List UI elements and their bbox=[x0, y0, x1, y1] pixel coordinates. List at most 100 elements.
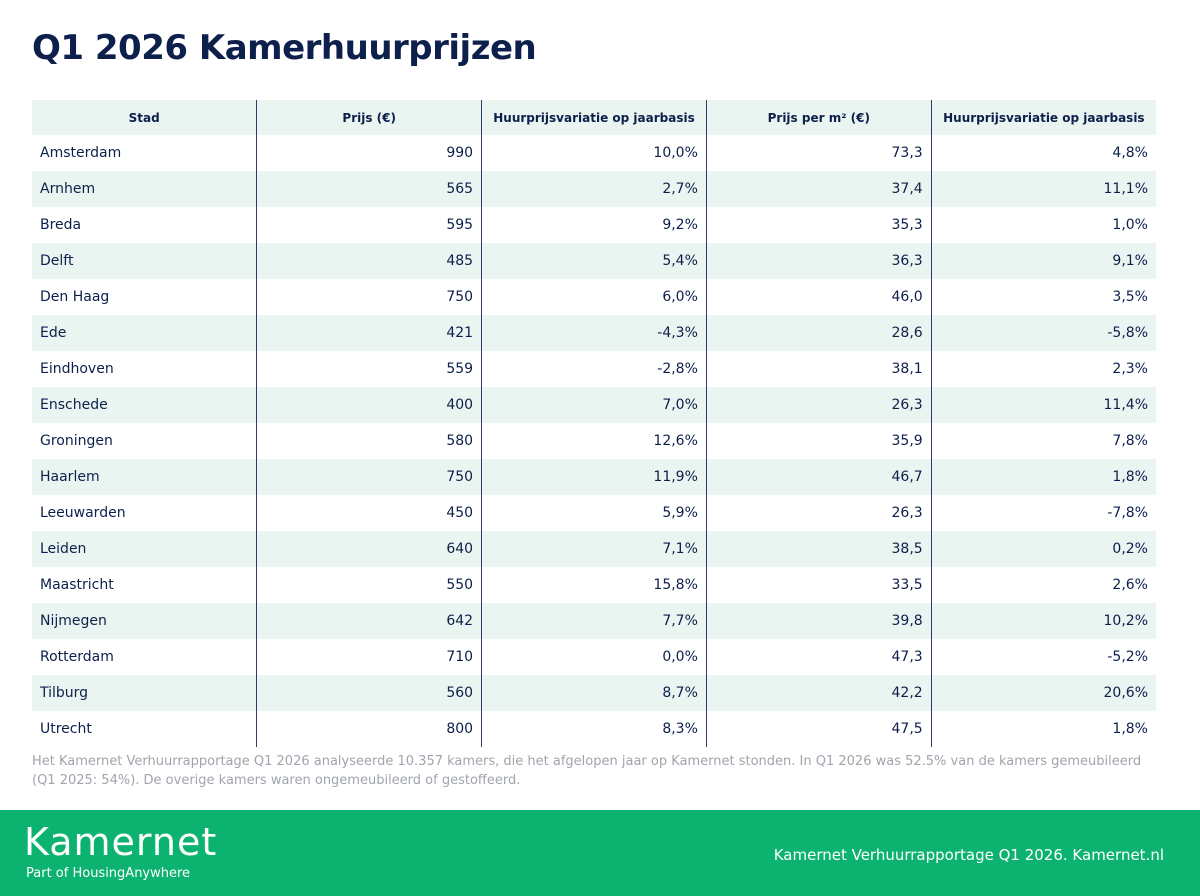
table-row: Maastricht 550 15,8% 33,5 2,6% bbox=[32, 567, 1156, 603]
value-cell: 0,0% bbox=[481, 639, 707, 675]
value-cell: 39,8 bbox=[705, 603, 932, 639]
value-cell: 6,0% bbox=[481, 279, 707, 315]
value-cell: 37,4 bbox=[705, 171, 932, 207]
table-row: Arnhem 565 2,7% 37,4 11,1% bbox=[32, 171, 1156, 207]
value-cell: 640 bbox=[256, 531, 482, 567]
value-cell: 750 bbox=[256, 459, 482, 495]
value-cell: -2,8% bbox=[481, 351, 707, 387]
value-cell: 2,7% bbox=[481, 171, 707, 207]
footer: Kamernet Part of HousingAnywhere Kamerne… bbox=[0, 810, 1200, 896]
table-row: Rotterdam 710 0,0% 47,3 -5,2% bbox=[32, 639, 1156, 675]
table-row: Haarlem 750 11,9% 46,7 1,8% bbox=[32, 459, 1156, 495]
value-cell: 559 bbox=[256, 351, 482, 387]
value-cell: 12,6% bbox=[481, 423, 707, 459]
value-cell: 35,9 bbox=[705, 423, 932, 459]
value-cell: 8,3% bbox=[481, 711, 707, 747]
value-cell: 7,8% bbox=[930, 423, 1156, 459]
city-cell: Leiden bbox=[32, 531, 257, 567]
value-cell: 800 bbox=[256, 711, 482, 747]
value-cell: 10,2% bbox=[930, 603, 1156, 639]
value-cell: 38,5 bbox=[705, 531, 932, 567]
value-cell: 11,9% bbox=[481, 459, 707, 495]
value-cell: 20,6% bbox=[930, 675, 1156, 711]
value-cell: 3,5% bbox=[930, 279, 1156, 315]
price-table: Stad Prijs (€) Huurprijsvariatie op jaarba… bbox=[32, 100, 1156, 747]
header-row: Stad Prijs (€) Huurprijsvariatie op jaarba… bbox=[32, 100, 1156, 135]
value-cell: 9,1% bbox=[930, 243, 1156, 279]
city-cell: Rotterdam bbox=[40, 649, 114, 665]
value-cell: 580 bbox=[256, 423, 482, 459]
value-cell: 28,6 bbox=[705, 315, 932, 351]
value-cell: 7,0% bbox=[481, 387, 707, 423]
value-cell: -5,8% bbox=[930, 315, 1156, 351]
value-cell: 33,5 bbox=[705, 567, 932, 603]
value-cell: 2,6% bbox=[930, 567, 1156, 603]
city-cell: Haarlem bbox=[32, 459, 257, 495]
value-cell: 990 bbox=[256, 135, 482, 171]
value-cell: 0,2% bbox=[930, 531, 1156, 567]
column-header: Huurprijsvariatie op jaarbasis bbox=[481, 100, 707, 135]
column-header: Stad bbox=[32, 100, 257, 135]
table-row: Den Haag 750 6,0% 46,0 3,5% bbox=[32, 279, 1156, 315]
table-row: Ede 421 -4,3% 28,6 -5,8% bbox=[32, 315, 1156, 351]
city-cell: Nijmegen bbox=[32, 603, 257, 639]
value-cell: 5,9% bbox=[481, 495, 707, 531]
footnote: Het Kamernet Verhuurrapportage Q1 2026 a… bbox=[32, 754, 1142, 788]
value-cell: 8,7% bbox=[481, 675, 707, 711]
value-cell: 46,0 bbox=[705, 279, 932, 315]
table-row: Nijmegen 642 7,7% 39,8 10,2% bbox=[32, 603, 1156, 639]
table-row: Breda 595 9,2% 35,3 1,0% bbox=[32, 207, 1156, 243]
city-cell: Ede bbox=[32, 315, 257, 351]
table-row: Leeuwarden 450 5,9% 26,3 -7,8% bbox=[32, 495, 1156, 531]
value-cell: 450 bbox=[256, 495, 482, 531]
value-cell: 7,1% bbox=[481, 531, 707, 567]
value-cell: 46,7 bbox=[705, 459, 932, 495]
city-cell: Arnhem bbox=[32, 171, 257, 207]
value-cell: -4,3% bbox=[481, 315, 707, 351]
title: Q1 2026 Kamerhuurprijzen bbox=[32, 28, 537, 68]
city-cell: Maastricht bbox=[40, 577, 114, 593]
value-cell: 15,8% bbox=[481, 567, 707, 603]
table-row: Enschede 400 7,0% 26,3 11,4% bbox=[32, 387, 1156, 423]
value-cell: 1,8% bbox=[930, 459, 1156, 495]
table-row: Delft 485 5,4% 36,3 9,1% bbox=[32, 243, 1156, 279]
value-cell: 7,7% bbox=[481, 603, 707, 639]
value-cell: 26,3 bbox=[705, 387, 932, 423]
value-cell: 10,0% bbox=[481, 135, 707, 171]
value-cell: 9,2% bbox=[481, 207, 707, 243]
value-cell: -5,2% bbox=[930, 639, 1156, 675]
logo: Kamernet bbox=[24, 820, 218, 864]
city-cell: Amsterdam bbox=[40, 145, 122, 161]
value-cell: 642 bbox=[256, 603, 482, 639]
value-cell: 565 bbox=[256, 171, 482, 207]
value-cell: 4,8% bbox=[930, 135, 1156, 171]
value-cell: 1,8% bbox=[930, 711, 1156, 747]
value-cell: 750 bbox=[256, 279, 482, 315]
city-cell: Tilburg bbox=[32, 675, 257, 711]
value-cell: 11,1% bbox=[930, 171, 1156, 207]
value-cell: 73,3 bbox=[705, 135, 932, 171]
value-cell: 485 bbox=[256, 243, 482, 279]
table-row: Groningen 580 12,6% 35,9 7,8% bbox=[32, 423, 1156, 459]
column-header: Prijs per m² (€) bbox=[705, 100, 932, 135]
table-row: Utrecht 800 8,3% 47,5 1,8% bbox=[32, 711, 1156, 747]
table-row: Leiden 640 7,1% 38,5 0,2% bbox=[32, 531, 1156, 567]
city-cell: Delft bbox=[32, 243, 257, 279]
value-cell: 421 bbox=[256, 315, 482, 351]
value-cell: 2,3% bbox=[930, 351, 1156, 387]
table-row: Tilburg 560 8,7% 42,2 20,6% bbox=[32, 675, 1156, 711]
value-cell: 550 bbox=[256, 567, 482, 603]
table-row: Eindhoven 559 -2,8% 38,1 2,3% bbox=[32, 351, 1156, 387]
value-cell: 47,3 bbox=[705, 639, 932, 675]
column-header: Prijs (€) bbox=[256, 100, 482, 135]
value-cell: 35,3 bbox=[705, 207, 932, 243]
value-cell: 26,3 bbox=[705, 495, 932, 531]
value-cell: 1,0% bbox=[930, 207, 1156, 243]
value-cell: 36,3 bbox=[705, 243, 932, 279]
value-cell: 560 bbox=[256, 675, 482, 711]
value-cell: 38,1 bbox=[705, 351, 932, 387]
value-cell: 5,4% bbox=[481, 243, 707, 279]
value-cell: 710 bbox=[256, 639, 482, 675]
value-cell: -7,8% bbox=[930, 495, 1156, 531]
